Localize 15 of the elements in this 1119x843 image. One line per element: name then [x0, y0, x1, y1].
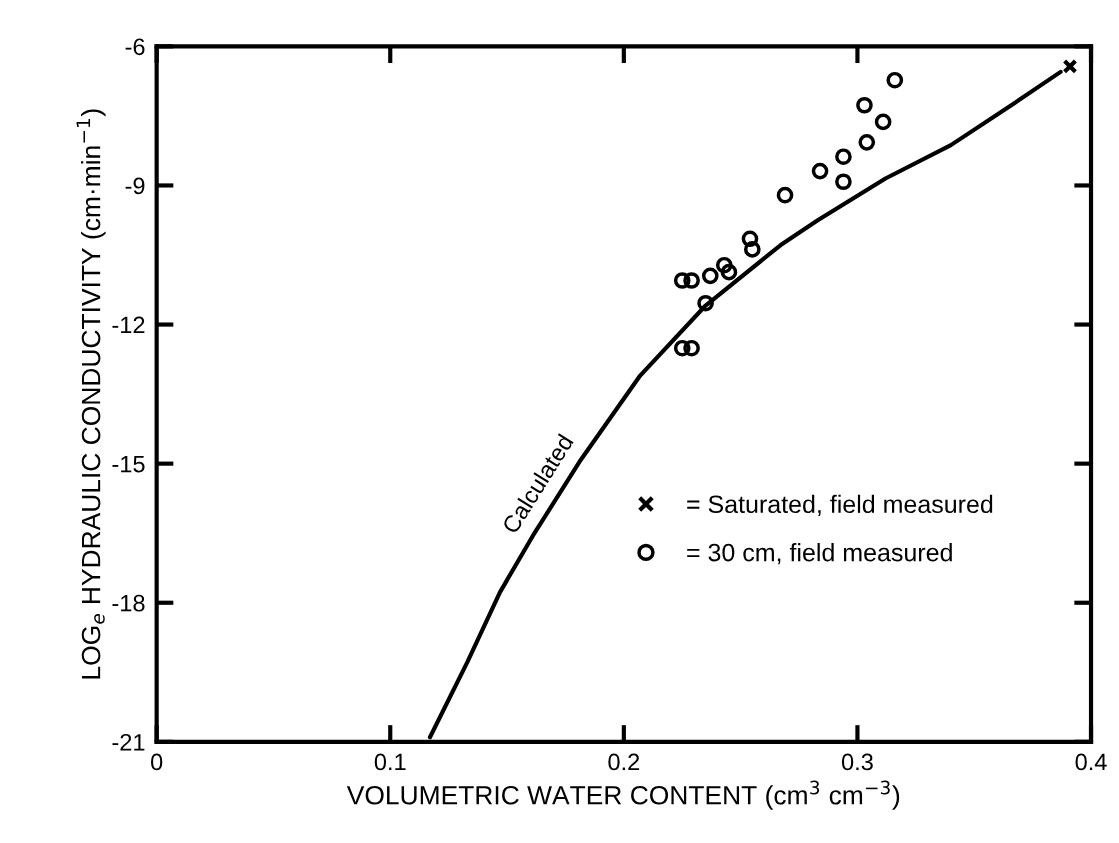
- x-tick-label: 0.2: [608, 753, 640, 771]
- y-tick-label: -21: [112, 733, 145, 751]
- x-axis-title: VOLUMETRIC WATER CONTENT (cm$^{3}$ cm$^{−3}$): [346, 780, 900, 810]
- y-tick-label: -6: [125, 38, 145, 56]
- x-tick-label: 0.4: [1075, 753, 1107, 771]
- y-tick-label: -12: [112, 316, 145, 334]
- x-tick-label: 0: [151, 753, 163, 771]
- y-tick-label: -9: [125, 177, 145, 195]
- y-axis-title: LOG$_{e}$ HYDRAULIC CONDUCTIVITY (cm·min$^{−1}$): [76, 109, 106, 679]
- y-tick-label: -15: [112, 455, 145, 473]
- legend-label: = Saturated, field measured: [687, 494, 993, 517]
- x-tick-label: 0.3: [841, 753, 873, 771]
- x-tick-label: 0.1: [374, 753, 406, 771]
- legend-label: = 30 cm, field measured: [687, 543, 952, 565]
- y-tick-label: -18: [112, 594, 145, 612]
